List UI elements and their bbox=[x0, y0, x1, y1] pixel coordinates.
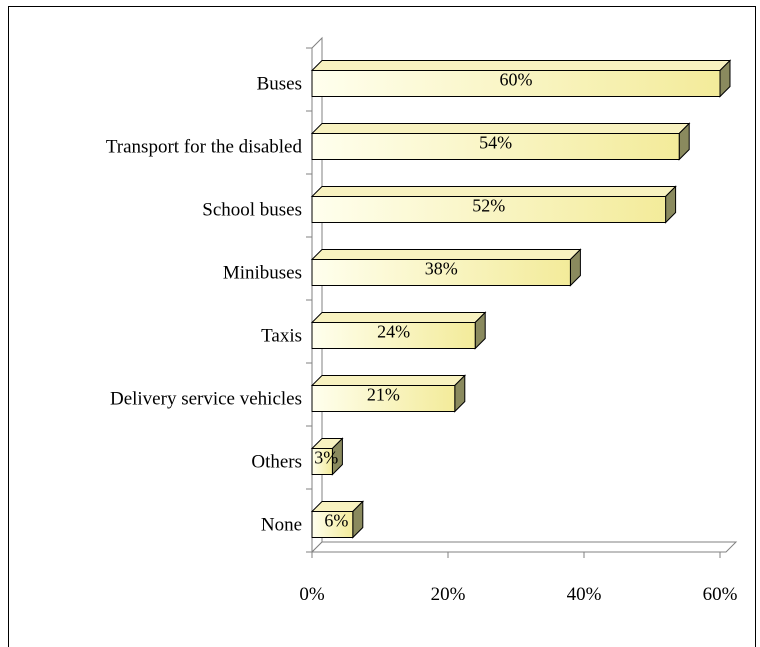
bar-front-face bbox=[311, 322, 476, 349]
floor bbox=[310, 541, 738, 553]
bar: 3% bbox=[310, 437, 344, 476]
category-labels: Buses Transport for the disabled School bu… bbox=[106, 74, 303, 536]
bar-front-face bbox=[311, 448, 333, 475]
data-label: 38% bbox=[425, 259, 458, 279]
data-label: 21% bbox=[367, 385, 400, 405]
x-tick-label: 20% bbox=[431, 584, 466, 605]
category-label: Minibuses bbox=[223, 263, 302, 284]
bar: 24% bbox=[310, 311, 487, 350]
category-label: Others bbox=[251, 452, 302, 473]
bar: 6% bbox=[310, 500, 365, 539]
category-label: Taxis bbox=[261, 326, 302, 347]
data-label: 24% bbox=[377, 322, 410, 342]
data-label: 54% bbox=[479, 133, 512, 153]
category-label: School buses bbox=[202, 200, 302, 221]
category-ticks bbox=[306, 47, 312, 553]
category-label: None bbox=[261, 515, 302, 536]
category-label: Buses bbox=[257, 74, 302, 95]
category-label: Delivery service vehicles bbox=[110, 389, 302, 410]
bar: 60% bbox=[310, 59, 732, 98]
bar-front-face bbox=[311, 259, 571, 286]
x-tick-label: 0% bbox=[299, 584, 325, 605]
chart-frame bbox=[8, 6, 756, 647]
bars: 60% 54% 52% 38% 24% 21% 3% 6% bbox=[310, 59, 732, 539]
bar: 54% bbox=[310, 122, 691, 161]
bar: 38% bbox=[310, 248, 582, 287]
plot-walls bbox=[310, 36, 738, 554]
x-tick-label: 60% bbox=[703, 584, 738, 605]
bar-front-face bbox=[311, 511, 354, 538]
category-label: Transport for the disabled bbox=[106, 137, 303, 158]
data-label: 60% bbox=[500, 70, 533, 90]
data-label: 6% bbox=[324, 511, 348, 531]
bar: 52% bbox=[310, 185, 677, 224]
bar-front-face bbox=[311, 70, 721, 97]
bar-front-face bbox=[311, 196, 667, 223]
data-label: 3% bbox=[314, 448, 338, 468]
x-axis-ticks: 0% 20% 40% 60% bbox=[299, 552, 738, 605]
data-label: 52% bbox=[472, 196, 505, 216]
bar: 21% bbox=[310, 374, 467, 413]
x-tick-label: 40% bbox=[567, 584, 602, 605]
bar-front-face bbox=[311, 133, 680, 160]
bar-front-face bbox=[311, 385, 456, 412]
